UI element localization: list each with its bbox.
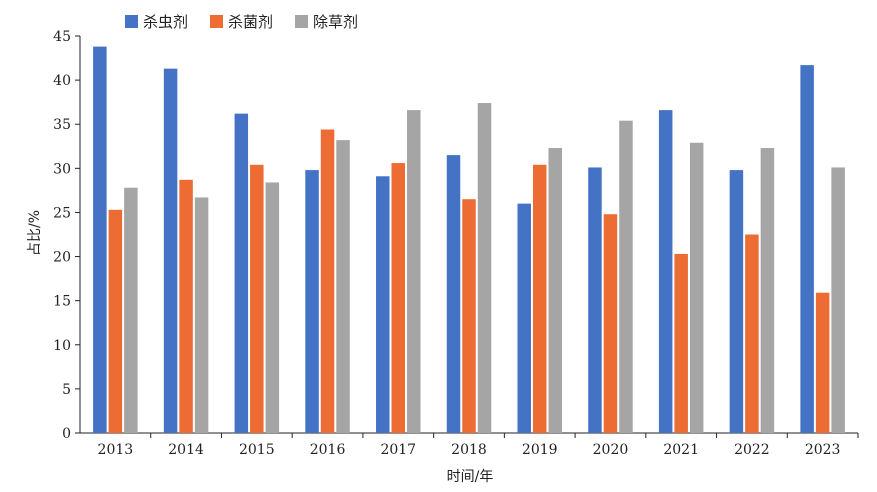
bar-2013-series-2 xyxy=(124,187,138,433)
bar-2019-series-1 xyxy=(532,164,547,433)
legend-label: 杀虫剂 xyxy=(143,13,188,31)
x-tick-label: 2021 xyxy=(663,442,699,458)
legend-swatch xyxy=(125,15,138,28)
legend: 杀虫剂 杀菌剂 除草剂 xyxy=(125,13,358,31)
bar-2019-series-0 xyxy=(517,203,531,433)
bar-2018-series-0 xyxy=(446,155,461,433)
bar-2022-series-2 xyxy=(760,148,775,433)
x-tick-label: 2018 xyxy=(451,442,487,458)
x-tick-label: 2019 xyxy=(522,442,558,458)
bars xyxy=(93,46,845,434)
x-tick-label: 2016 xyxy=(310,442,346,458)
x-tick-label: 2017 xyxy=(380,442,416,458)
bar-2018-series-2 xyxy=(477,103,492,433)
y-tick-label: 45 xyxy=(53,29,71,45)
legend-swatch xyxy=(295,15,308,28)
bar-2021-series-0 xyxy=(658,110,673,434)
y-axis: 0 5 10 15 20 25 30 35 40 45 xyxy=(53,29,81,442)
y-tick-label: 5 xyxy=(62,382,71,398)
y-tick-label: 15 xyxy=(53,294,71,310)
x-axis: 2013 2014 2015 2016 2017 2018 2019 2020 2021 2022… xyxy=(80,432,859,458)
bar-2013-series-1 xyxy=(108,209,123,433)
y-axis-title: 占比/% xyxy=(27,210,43,256)
bar-2014-series-2 xyxy=(194,197,209,433)
bar-2022-series-0 xyxy=(729,170,744,433)
bar-2021-series-1 xyxy=(674,253,688,433)
bar-2015-series-2 xyxy=(265,182,280,433)
bar-2023-series-1 xyxy=(815,292,830,433)
bar-2016-series-0 xyxy=(305,170,319,433)
x-tick-label: 2023 xyxy=(805,442,841,458)
bar-2015-series-1 xyxy=(250,164,264,433)
y-tick-label: 40 xyxy=(53,73,71,89)
bar-2023-series-0 xyxy=(800,65,814,433)
legend-label: 除草剂 xyxy=(313,13,358,31)
legend-label: 杀菌剂 xyxy=(228,13,273,31)
bar-2017-series-1 xyxy=(391,163,406,434)
bar-2023-series-2 xyxy=(831,167,845,433)
x-axis-title: 时间/年 xyxy=(447,469,494,485)
bar-2017-series-2 xyxy=(407,110,421,434)
y-tick-label: 0 xyxy=(62,426,71,442)
bar-2018-series-1 xyxy=(462,199,476,433)
y-tick-label: 35 xyxy=(53,117,71,133)
bar-2017-series-0 xyxy=(376,176,390,434)
y-tick-label: 20 xyxy=(53,250,71,266)
bar-2013-series-0 xyxy=(93,46,107,433)
y-tick-label: 30 xyxy=(53,161,71,177)
bar-2016-series-1 xyxy=(320,129,335,433)
x-tick-label: 2013 xyxy=(98,442,134,458)
bar-2020-series-0 xyxy=(588,167,602,433)
y-tick-label: 25 xyxy=(53,205,71,221)
bar-2020-series-1 xyxy=(603,214,618,433)
x-tick-label: 2014 xyxy=(168,442,204,458)
bar-2014-series-1 xyxy=(179,179,193,433)
bar-2014-series-0 xyxy=(163,68,178,434)
bar-2019-series-2 xyxy=(548,148,562,433)
bar-2020-series-2 xyxy=(619,120,633,434)
bar-2016-series-2 xyxy=(336,140,350,433)
x-tick-label: 2015 xyxy=(239,442,275,458)
y-tick-label: 10 xyxy=(53,338,71,354)
bar-2022-series-1 xyxy=(745,234,759,433)
x-tick-label: 2020 xyxy=(593,442,629,458)
x-tick-label: 2022 xyxy=(734,442,770,458)
legend-swatch xyxy=(210,15,223,28)
bar-2015-series-0 xyxy=(234,113,249,433)
bar-2021-series-2 xyxy=(689,142,704,433)
